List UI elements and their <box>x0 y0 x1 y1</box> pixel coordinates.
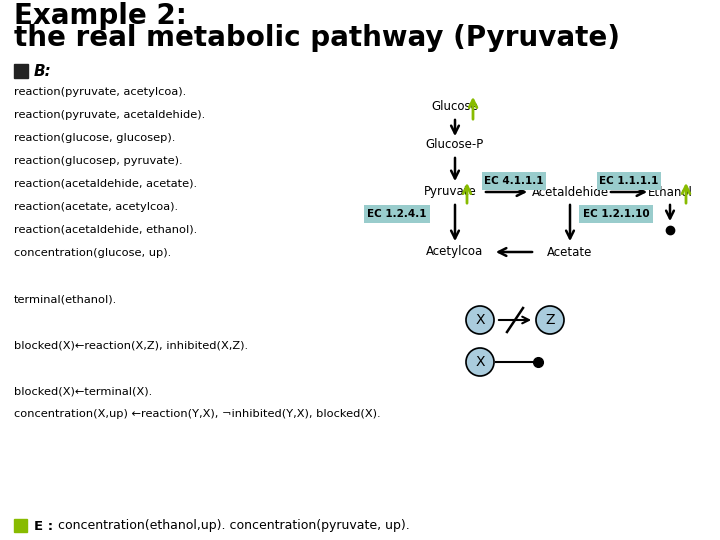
Circle shape <box>536 306 564 334</box>
Text: reaction(acetate, acetylcoa).: reaction(acetate, acetylcoa). <box>14 202 178 212</box>
Text: X: X <box>475 313 485 327</box>
Text: reaction(acetaldehide, ethanol).: reaction(acetaldehide, ethanol). <box>14 225 197 235</box>
Text: EC 1.2.4.1: EC 1.2.4.1 <box>367 209 427 219</box>
FancyBboxPatch shape <box>364 205 430 223</box>
Text: reaction(pyruvate, acetaldehide).: reaction(pyruvate, acetaldehide). <box>14 110 205 120</box>
Text: X: X <box>475 355 485 369</box>
Text: Glucose: Glucose <box>431 99 478 112</box>
Text: Ethanol: Ethanol <box>647 186 693 199</box>
Text: E :: E : <box>34 519 53 532</box>
Text: blocked(X)←reaction(X,Z), inhibited(X,Z).: blocked(X)←reaction(X,Z), inhibited(X,Z)… <box>14 340 248 350</box>
Text: Acetaldehide: Acetaldehide <box>531 186 608 199</box>
Text: terminal(ethanol).: terminal(ethanol). <box>14 294 117 304</box>
Text: EC 4.1.1.1: EC 4.1.1.1 <box>485 176 544 186</box>
Text: blocked(X)←terminal(X).: blocked(X)←terminal(X). <box>14 386 152 396</box>
Text: reaction(acetaldehide, acetate).: reaction(acetaldehide, acetate). <box>14 179 197 189</box>
Text: Pyruvate: Pyruvate <box>423 186 477 199</box>
Text: EC 1.2.1.10: EC 1.2.1.10 <box>582 209 649 219</box>
Text: concentration(X,up) ←reaction(Y,X), ¬inhibited(Y,X), blocked(X).: concentration(X,up) ←reaction(Y,X), ¬inh… <box>14 409 381 419</box>
Text: the real metabolic pathway (Pyruvate): the real metabolic pathway (Pyruvate) <box>14 24 620 52</box>
FancyBboxPatch shape <box>597 172 661 190</box>
Text: Acetate: Acetate <box>547 246 593 259</box>
Text: reaction(pyruvate, acetylcoa).: reaction(pyruvate, acetylcoa). <box>14 87 186 97</box>
FancyBboxPatch shape <box>482 172 546 190</box>
Text: Acetylcoa: Acetylcoa <box>426 246 484 259</box>
Bar <box>14 519 27 532</box>
Circle shape <box>466 348 494 376</box>
Bar <box>14 64 28 78</box>
Text: concentration(glucose, up).: concentration(glucose, up). <box>14 248 171 258</box>
Text: Glucose-P: Glucose-P <box>426 138 484 152</box>
Text: Example 2:: Example 2: <box>14 2 187 30</box>
Text: EC 1.1.1.1: EC 1.1.1.1 <box>599 176 659 186</box>
Circle shape <box>466 306 494 334</box>
Text: B:: B: <box>34 64 52 78</box>
FancyBboxPatch shape <box>579 205 653 223</box>
Text: reaction(glucosep, pyruvate).: reaction(glucosep, pyruvate). <box>14 156 183 166</box>
Text: Z: Z <box>545 313 554 327</box>
Text: concentration(ethanol,up). concentration(pyruvate, up).: concentration(ethanol,up). concentration… <box>58 519 410 532</box>
Text: reaction(glucose, glucosep).: reaction(glucose, glucosep). <box>14 133 176 143</box>
